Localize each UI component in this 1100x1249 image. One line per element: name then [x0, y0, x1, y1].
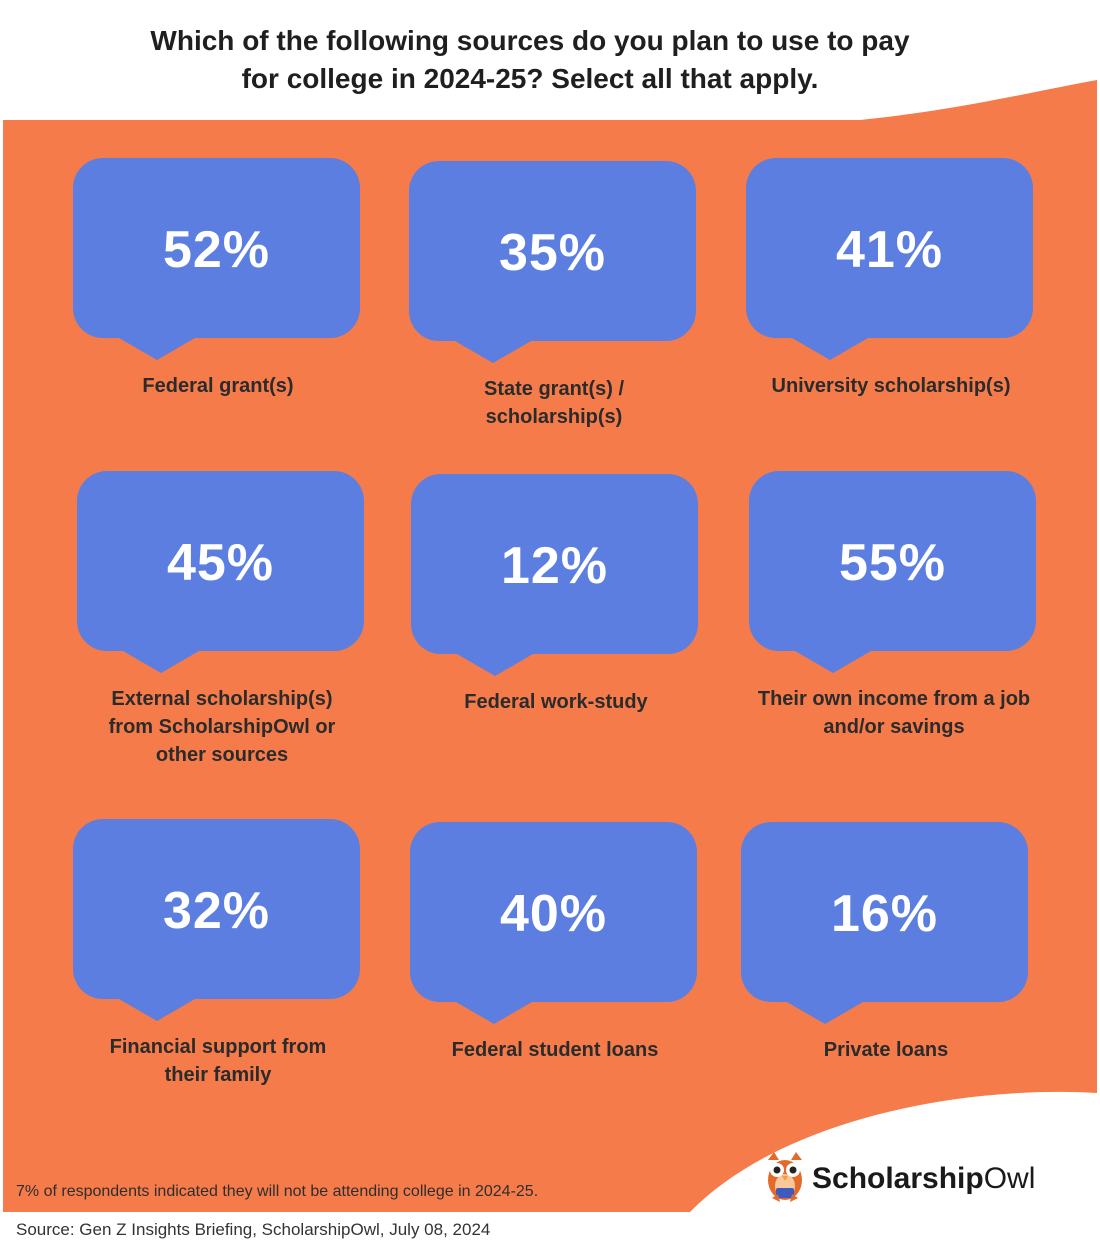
title-line-2: for college in 2024-25? Select all that …	[241, 63, 819, 94]
stat-card: 40% Federal student loans	[410, 822, 700, 1061]
scholarshipowl-logo: ScholarshipOwl	[760, 1150, 1080, 1206]
source-label: University scholarship(s)	[726, 372, 1056, 400]
chart-title: Which of the following sources do you pl…	[60, 22, 1000, 98]
percentage-value: 16%	[830, 885, 939, 943]
speech-bubble	[746, 158, 1033, 360]
stat-card: 35% State grant(s) / scholarship(s)	[409, 161, 699, 428]
percentage-value: 55%	[838, 534, 947, 592]
stat-card: 32% Financial support from their family	[73, 819, 363, 1086]
source-citation: Source: Gen Z Insights Briefing, Scholar…	[16, 1220, 491, 1239]
speech-bubble	[73, 819, 360, 1021]
source-label-line: Federal grant(s)	[142, 375, 294, 397]
source-label: External scholarship(s) from ScholarshipO…	[57, 685, 387, 769]
speech-bubble	[741, 822, 1028, 1024]
stat-card: 16% Private loans	[741, 822, 1031, 1061]
stat-card: 45% External scholarship(s) from Scholarsh…	[77, 471, 367, 766]
speech-bubble	[77, 471, 364, 673]
source-label-line: Federal student loans	[451, 1039, 659, 1061]
source-label: Private loans	[721, 1036, 1051, 1064]
source-label: Federal work-study	[391, 688, 721, 716]
speech-bubble	[749, 471, 1036, 673]
source-label-line: other sources	[155, 744, 289, 766]
source-label-line: State grant(s) /	[483, 378, 625, 400]
percentage-value: 40%	[499, 885, 608, 943]
percentage-value: 41%	[835, 221, 944, 279]
percentage-value: 45%	[166, 534, 275, 592]
stat-card: 55% Their own income from a job and/or sav…	[749, 471, 1039, 738]
source-label: Their own income from a job and/or saving…	[729, 685, 1059, 741]
logo-wordmark: ScholarshipOwl	[812, 1162, 1035, 1196]
source-label-line: Financial support from	[109, 1036, 327, 1058]
source-label-line: Their own income from a job	[757, 688, 1031, 710]
source-label-line: from ScholarshipOwl or	[108, 716, 336, 738]
percentage-value: 12%	[500, 537, 609, 595]
source-label: State grant(s) / scholarship(s)	[389, 375, 719, 431]
source-label: Federal grant(s)	[53, 372, 383, 400]
source-label: Financial support from their family	[53, 1033, 383, 1089]
source-label-line: scholarship(s)	[485, 406, 623, 428]
source-label-line: University scholarship(s)	[771, 375, 1011, 397]
stat-card: 41% University scholarship(s)	[746, 158, 1036, 397]
percentage-value: 35%	[498, 224, 607, 282]
logo-text-bold: Scholarship	[812, 1162, 984, 1195]
source-label-line: and/or savings	[823, 716, 965, 738]
logo-text-light: Owl	[983, 1162, 1036, 1195]
stat-card: 52% Federal grant(s)	[73, 158, 363, 397]
source-label-line: External scholarship(s)	[111, 688, 333, 710]
speech-bubble	[409, 161, 696, 363]
source-label-line: Federal work-study	[464, 691, 648, 713]
stat-card: 12% Federal work-study	[411, 474, 701, 713]
footnote: 7% of respondents indicated they will no…	[16, 1183, 539, 1200]
source-label: Federal student loans	[390, 1036, 720, 1064]
title-line-1: Which of the following sources do you pl…	[150, 25, 910, 56]
speech-bubble	[410, 822, 697, 1024]
speech-bubble	[411, 474, 698, 676]
owl-mascot-icon	[768, 1152, 802, 1202]
source-label-line: their family	[164, 1064, 272, 1086]
source-label-line: Private loans	[823, 1039, 949, 1061]
percentage-value: 32%	[162, 882, 271, 940]
percentage-value: 52%	[162, 221, 271, 279]
speech-bubble	[73, 158, 360, 360]
